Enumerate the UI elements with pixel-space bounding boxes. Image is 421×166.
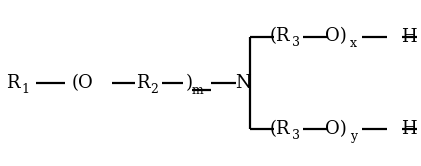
Text: 1: 1: [21, 83, 29, 96]
Text: y: y: [350, 130, 357, 143]
Text: (R: (R: [270, 28, 290, 45]
Text: m: m: [191, 84, 203, 97]
Text: x: x: [350, 37, 357, 50]
Text: (R: (R: [270, 121, 290, 138]
Text: O): O): [325, 28, 346, 45]
Text: (O: (O: [71, 74, 93, 92]
Text: N: N: [235, 74, 251, 92]
Text: O): O): [325, 121, 346, 138]
Text: R: R: [6, 74, 19, 92]
Text: ): ): [186, 74, 192, 92]
Text: 3: 3: [292, 36, 300, 49]
Text: H: H: [400, 121, 416, 138]
Text: R: R: [136, 74, 150, 92]
Text: H: H: [400, 28, 416, 45]
Text: 2: 2: [150, 83, 158, 96]
Text: 3: 3: [292, 129, 300, 142]
